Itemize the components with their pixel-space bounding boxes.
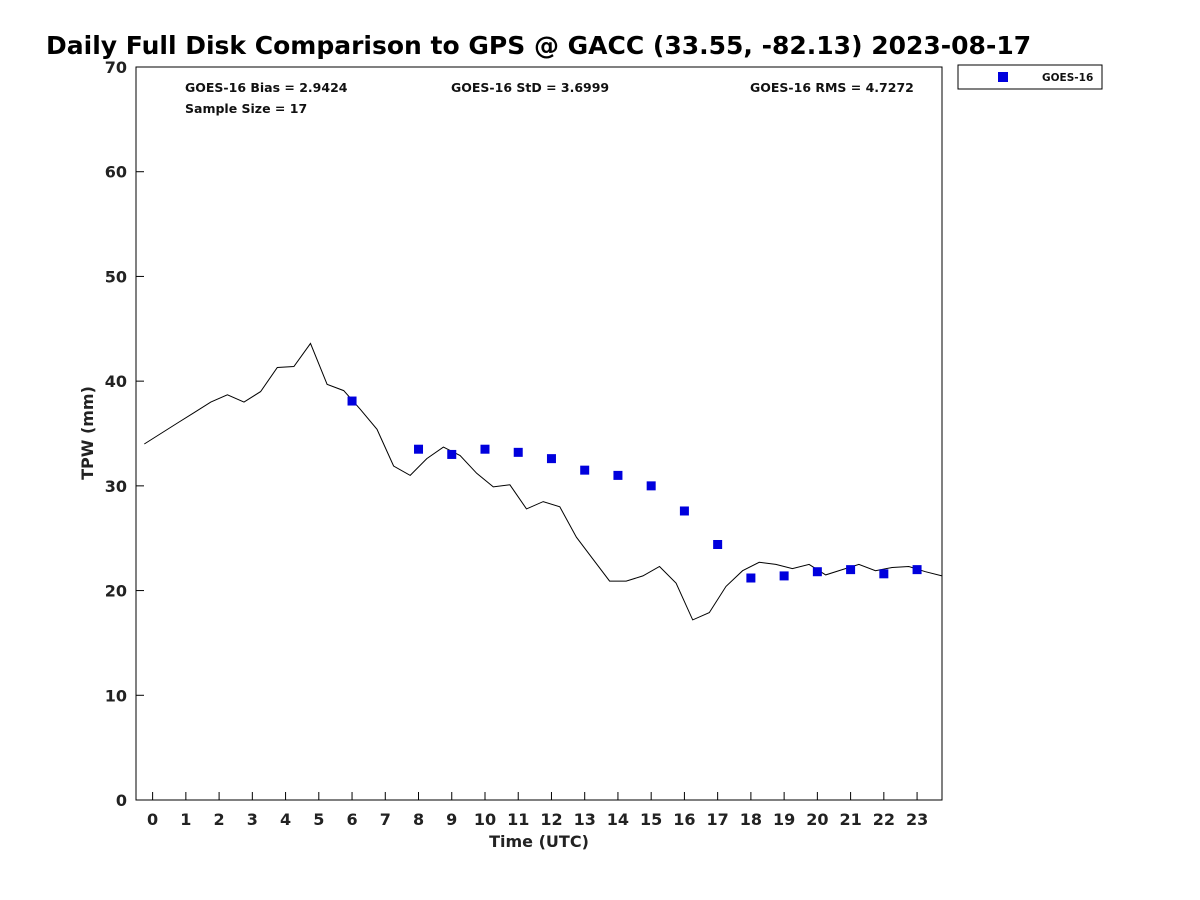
x-tick-label: 18 [740, 810, 762, 829]
x-axis-label: Time (UTC) [489, 832, 589, 851]
y-axis-label: TPW (mm) [78, 386, 97, 480]
stat-std: GOES-16 StD = 3.6999 [451, 80, 609, 95]
x-tick-label: 22 [873, 810, 895, 829]
x-tick-label: 10 [474, 810, 496, 829]
goes16-point [613, 470, 623, 480]
goes16-point [447, 449, 457, 459]
chart-title: Daily Full Disk Comparison to GPS @ GACC… [46, 31, 1031, 60]
x-tick-label: 16 [673, 810, 695, 829]
x-tick-label: 14 [607, 810, 629, 829]
stat-bias: GOES-16 Bias = 2.9424 [185, 80, 348, 95]
x-tick-label: 5 [313, 810, 324, 829]
x-tick-label: 15 [640, 810, 662, 829]
x-tick-label: 0 [147, 810, 158, 829]
x-tick-label: 17 [707, 810, 729, 829]
stat-rms: GOES-16 RMS = 4.7272 [750, 80, 914, 95]
stat-sample-size: Sample Size = 17 [185, 101, 307, 116]
y-tick-label: 30 [105, 477, 127, 496]
x-tick-label: 19 [773, 810, 795, 829]
goes16-point [414, 444, 424, 454]
x-tick-label: 8 [413, 810, 424, 829]
x-tick-label: 11 [507, 810, 529, 829]
x-tick-label: 4 [280, 810, 291, 829]
goes16-point [513, 447, 523, 457]
goes16-point [779, 571, 789, 581]
goes16-point [879, 569, 889, 579]
x-tick-label: 13 [574, 810, 596, 829]
goes16-point [746, 573, 756, 583]
x-tick-label: 23 [906, 810, 928, 829]
x-tick-label: 1 [180, 810, 191, 829]
y-tick-label: 40 [105, 372, 127, 391]
goes16-point [347, 396, 357, 406]
x-tick-label: 6 [346, 810, 357, 829]
x-tick-label: 21 [839, 810, 861, 829]
plot-area-frame [135, 66, 943, 801]
y-tick-label: 10 [105, 686, 127, 705]
x-tick-label: 2 [214, 810, 225, 829]
legend-marker-goes16 [998, 72, 1008, 82]
y-tick-label: 60 [105, 163, 127, 182]
x-tick-label: 7 [380, 810, 391, 829]
goes16-point [912, 565, 922, 575]
y-tick-label: 20 [105, 582, 127, 601]
x-tick-label: 9 [446, 810, 457, 829]
x-tick-label: 20 [806, 810, 828, 829]
goes16-point [713, 539, 723, 549]
goes16-point [580, 465, 590, 475]
goes16-point [646, 481, 656, 491]
legend: GOES-16 [957, 64, 1103, 90]
x-axis: 0 1 2 3 4 5 6 7 8 9 10 11 12 13 14 15 16 17 18 19 20 21 22 23 [147, 792, 928, 829]
y-tick-label: 50 [105, 267, 127, 286]
goes16-point [546, 454, 556, 464]
x-tick-label: 3 [247, 810, 258, 829]
legend-box [957, 64, 1103, 90]
goes16-point [679, 506, 689, 516]
y-tick-label: 70 [105, 58, 127, 77]
goes16-point [812, 567, 822, 577]
legend-label-goes16: GOES-16 [1042, 72, 1093, 84]
gps-tpw-line [144, 342, 943, 621]
series-layer [144, 342, 943, 621]
y-axis: 0 10 20 30 40 50 60 70 [105, 58, 144, 810]
goes16-point [846, 565, 856, 575]
x-tick-label: 12 [540, 810, 562, 829]
goes16-point [480, 444, 490, 454]
y-tick-label: 0 [116, 791, 127, 810]
